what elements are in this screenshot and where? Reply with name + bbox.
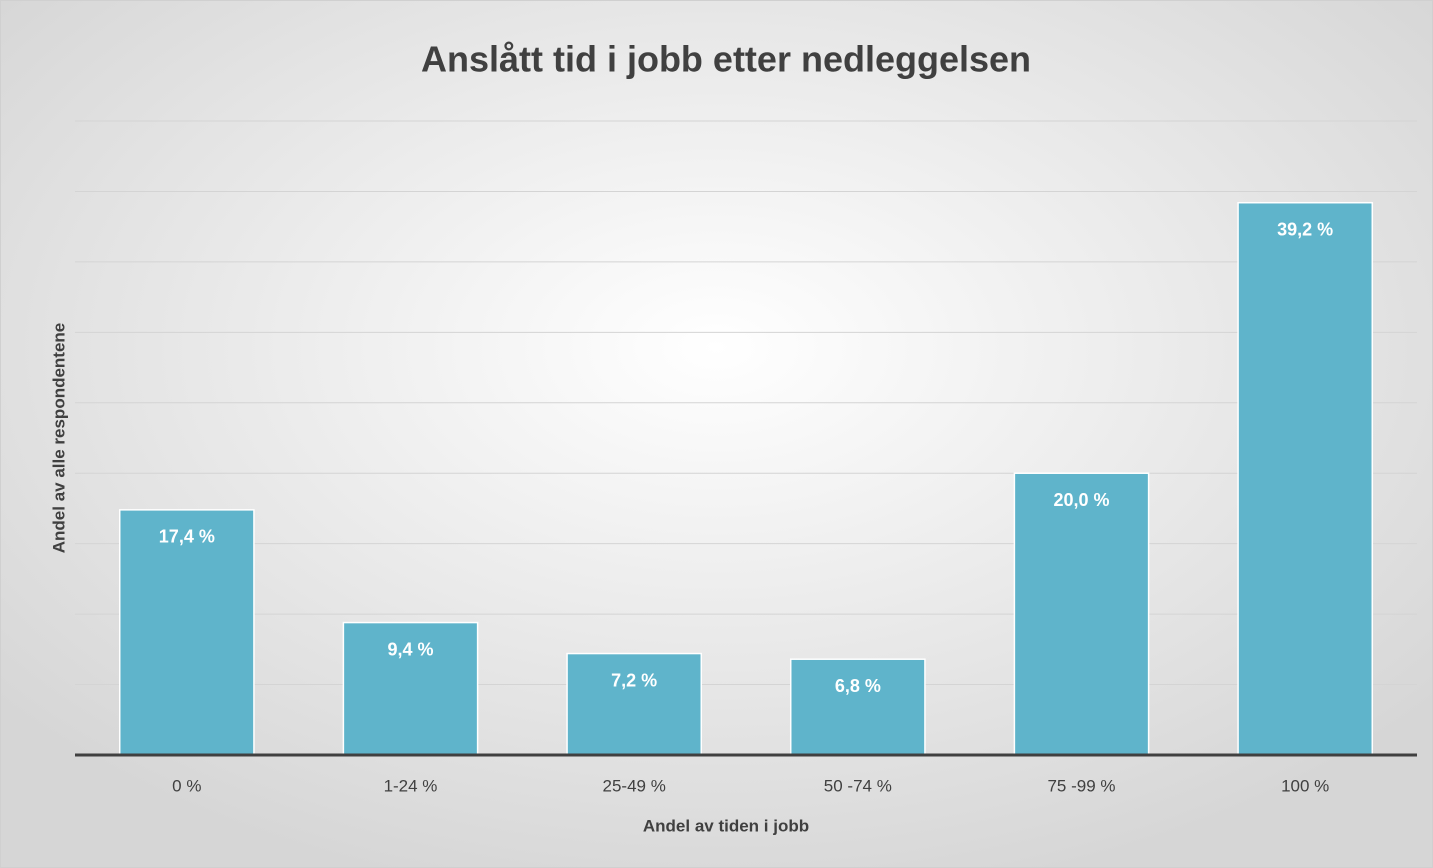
bar — [118, 509, 255, 756]
x-axis-title: Andel av tiden i jobb — [643, 816, 809, 835]
bar — [1237, 201, 1374, 756]
x-tick-label: 1-24 % — [384, 776, 438, 795]
data-label: 39,2 % — [1277, 219, 1333, 239]
bar — [1013, 472, 1150, 756]
data-label: 17,4 % — [159, 527, 215, 547]
bar — [789, 658, 926, 756]
data-label: 7,2 % — [611, 670, 657, 690]
bar — [566, 652, 703, 756]
x-tick-label: 50 -74 % — [824, 776, 892, 795]
x-tick-label: 100 % — [1281, 776, 1329, 795]
data-label: 20,0 % — [1053, 490, 1109, 510]
y-axis-title: Andel av alle respondentene — [49, 323, 68, 554]
data-label: 6,8 % — [835, 676, 881, 696]
x-tick-label: 25-49 % — [603, 776, 666, 795]
chart-title: Anslått tid i jobb etter nedleggelsen — [421, 39, 1031, 80]
data-label: 9,4 % — [387, 639, 433, 659]
x-tick-label: 75 -99 % — [1047, 776, 1115, 795]
x-tick-label: 0 % — [172, 776, 201, 795]
